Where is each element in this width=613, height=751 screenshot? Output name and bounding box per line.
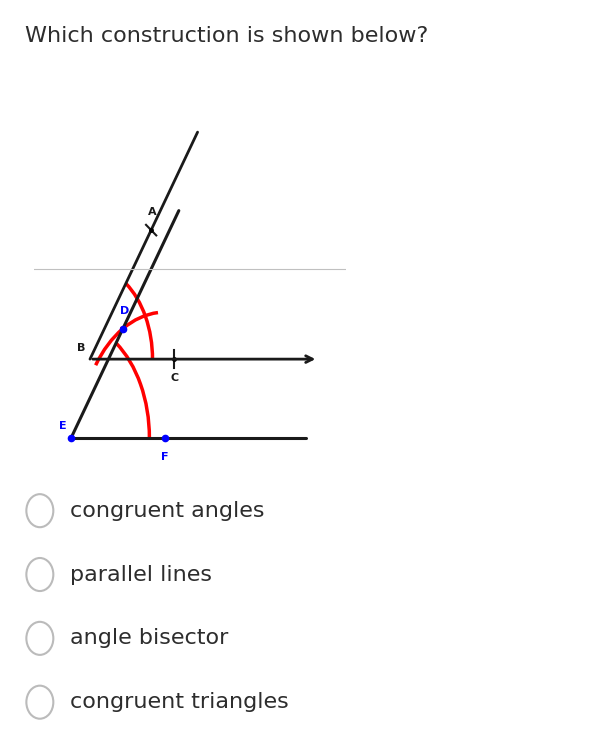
Text: B: B xyxy=(77,342,85,352)
Text: Which construction is shown below?: Which construction is shown below? xyxy=(25,26,428,47)
Text: angle bisector: angle bisector xyxy=(70,629,229,648)
Text: A: A xyxy=(148,207,157,217)
Text: congruent triangles: congruent triangles xyxy=(70,692,289,712)
Text: F: F xyxy=(161,451,169,462)
Text: E: E xyxy=(59,421,67,431)
Text: D: D xyxy=(120,306,129,315)
Text: parallel lines: parallel lines xyxy=(70,565,213,584)
Text: C: C xyxy=(170,373,178,383)
Text: congruent angles: congruent angles xyxy=(70,501,265,520)
